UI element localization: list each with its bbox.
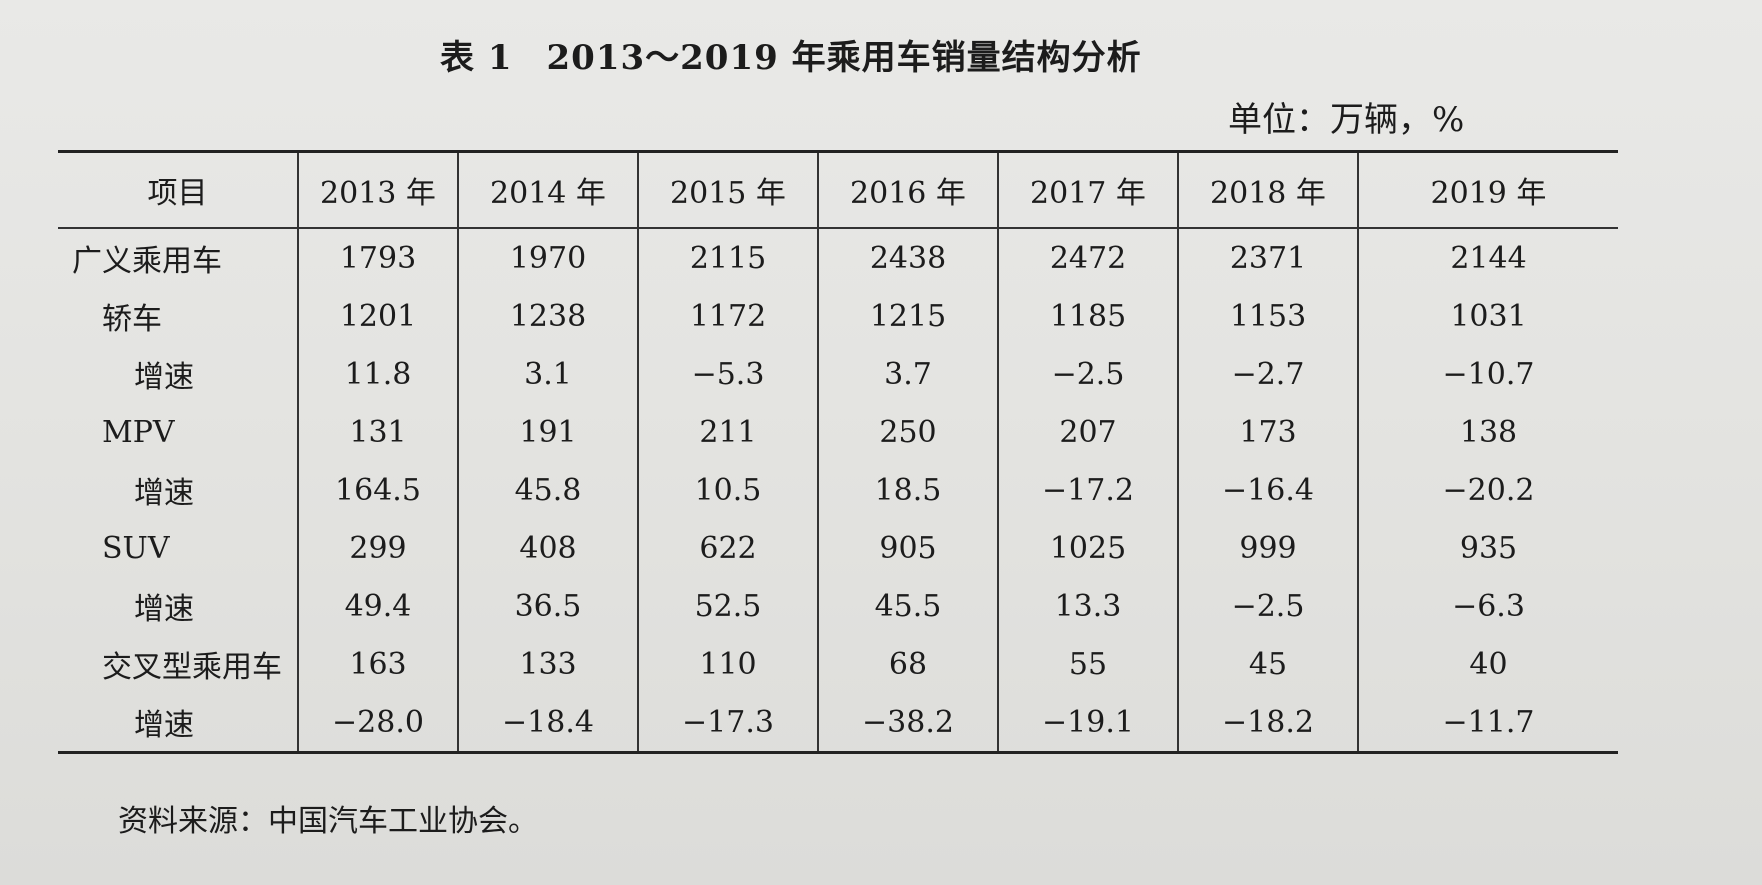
- table-number: 表 1: [440, 38, 513, 78]
- table-cell: 18.5: [817, 461, 998, 519]
- table-cell: 207: [997, 403, 1178, 461]
- table-cell: 1793: [297, 228, 458, 287]
- table-cell: 138: [1357, 403, 1618, 461]
- table-cell: −38.2: [817, 693, 998, 753]
- table-cell: 133: [457, 635, 638, 693]
- table-row: 交叉型乘用车 163 133 110 68 55 45 40: [58, 635, 1618, 693]
- table-cell: 2438: [817, 228, 998, 287]
- row-label: 增速: [134, 476, 194, 511]
- table-cell: −11.7: [1357, 693, 1618, 753]
- table-cell: 49.4: [297, 577, 458, 635]
- table-cell: −6.3: [1357, 577, 1618, 635]
- table-cell: 3.7: [817, 345, 998, 403]
- table-cell: 622: [637, 519, 818, 577]
- header-year: 2013 年: [297, 151, 458, 228]
- header-year: 2016 年: [817, 151, 998, 228]
- table-cell: 52.5: [637, 577, 818, 635]
- row-label: 增速: [134, 592, 194, 627]
- header-row: 项目 2013 年 2014 年 2015 年 2016 年 2017 年 20…: [58, 151, 1618, 228]
- table-cell: 1185: [997, 287, 1178, 345]
- table-cell: 2115: [637, 228, 818, 287]
- table-cell: 1215: [817, 287, 998, 345]
- table-cell: −19.1: [997, 693, 1178, 753]
- table-cell: −28.0: [297, 693, 458, 753]
- table-cell: 1153: [1177, 287, 1358, 345]
- table-cell: 164.5: [297, 461, 458, 519]
- table-cell: 1025: [997, 519, 1178, 577]
- table-cell: 45.5: [817, 577, 998, 635]
- table-cell: 1970: [457, 228, 638, 287]
- header-year: 2019 年: [1357, 151, 1618, 228]
- row-label: 交叉型乘用车: [102, 650, 282, 685]
- table-cell: −18.2: [1177, 693, 1358, 753]
- table-cell: 163: [297, 635, 458, 693]
- header-year: 2018 年: [1177, 151, 1358, 228]
- header-year: 2014 年: [457, 151, 638, 228]
- table-cell: −2.5: [1177, 577, 1358, 635]
- row-label: 轿车: [102, 302, 162, 337]
- table-cell: 299: [297, 519, 458, 577]
- table-cell: 45: [1177, 635, 1358, 693]
- table-cell: 250: [817, 403, 998, 461]
- table-cell: 10.5: [637, 461, 818, 519]
- table-cell: 1238: [457, 287, 638, 345]
- table-cell: −18.4: [457, 693, 638, 753]
- table-cell: 211: [637, 403, 818, 461]
- table-row: 增速 11.8 3.1 −5.3 3.7 −2.5 −2.7 −10.7: [58, 345, 1618, 403]
- table-title-text: 2013～2019 年乘用车销量结构分析: [546, 38, 1142, 78]
- table-cell: 3.1: [457, 345, 638, 403]
- row-label: 增速: [134, 708, 194, 743]
- source-note: 资料来源：中国汽车工业协会。: [118, 804, 538, 839]
- table-row: MPV 131 191 211 250 207 173 138: [58, 403, 1618, 461]
- table-cell: 131: [297, 403, 458, 461]
- table-cell: −2.5: [997, 345, 1178, 403]
- table-cell: 2472: [997, 228, 1178, 287]
- table-cell: 408: [457, 519, 638, 577]
- table-cell: 13.3: [997, 577, 1178, 635]
- table-cell: −16.4: [1177, 461, 1358, 519]
- table-cell: 55: [997, 635, 1178, 693]
- table-row: 增速 49.4 36.5 52.5 45.5 13.3 −2.5 −6.3: [58, 577, 1618, 635]
- table-cell: 1172: [637, 287, 818, 345]
- table-cell: −5.3: [637, 345, 818, 403]
- table-cell: 1031: [1357, 287, 1618, 345]
- sales-structure-table: 项目 2013 年 2014 年 2015 年 2016 年 2017 年 20…: [58, 150, 1618, 754]
- header-year: 2017 年: [997, 151, 1178, 228]
- table-row: 广义乘用车 1793 1970 2115 2438 2472 2371 2144: [58, 228, 1618, 287]
- row-label: MPV: [102, 414, 175, 450]
- table-cell: −10.7: [1357, 345, 1618, 403]
- table-cell: −17.3: [637, 693, 818, 753]
- table-cell: −20.2: [1357, 461, 1618, 519]
- table-cell: 935: [1357, 519, 1618, 577]
- table-row: 增速 164.5 45.8 10.5 18.5 −17.2 −16.4 −20.…: [58, 461, 1618, 519]
- table-row: 增速 −28.0 −18.4 −17.3 −38.2 −19.1 −18.2 −…: [58, 693, 1618, 753]
- table-cell: 999: [1177, 519, 1358, 577]
- table-title: 表 1 2013～2019 年乘用车销量结构分析: [440, 30, 1142, 79]
- table-cell: 110: [637, 635, 818, 693]
- table-row: 轿车 1201 1238 1172 1215 1185 1153 1031: [58, 287, 1618, 345]
- table-cell: 191: [457, 403, 638, 461]
- table-cell: 2144: [1357, 228, 1618, 287]
- table-cell: 11.8: [297, 345, 458, 403]
- table-cell: −2.7: [1177, 345, 1358, 403]
- row-label: 广义乘用车: [72, 244, 222, 279]
- unit-note: 单位：万辆，%: [1228, 100, 1465, 140]
- table-cell: −17.2: [997, 461, 1178, 519]
- table-cell: 905: [817, 519, 998, 577]
- header-year: 2015 年: [637, 151, 818, 228]
- header-item: 项目: [147, 176, 208, 211]
- table-cell: 40: [1357, 635, 1618, 693]
- table-cell: 173: [1177, 403, 1358, 461]
- row-label: 增速: [134, 360, 194, 395]
- table-cell: 36.5: [457, 577, 638, 635]
- table-cell: 68: [817, 635, 998, 693]
- table-cell: 2371: [1177, 228, 1358, 287]
- table-cell: 45.8: [457, 461, 638, 519]
- table-row: SUV 299 408 622 905 1025 999 935: [58, 519, 1618, 577]
- table-cell: 1201: [297, 287, 458, 345]
- row-label: SUV: [102, 530, 170, 566]
